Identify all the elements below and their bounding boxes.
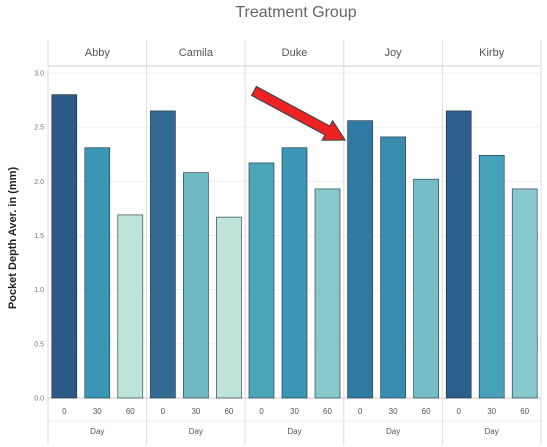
panel-header-camila: Camila — [179, 47, 214, 59]
y-tick-label: 1.5 — [34, 233, 44, 240]
x-tick-label: 60 — [323, 407, 332, 416]
panel-header-kirby: Kirby — [479, 47, 505, 59]
bar-kirby-day-60 — [511, 188, 538, 399]
x-tick-label: 60 — [520, 407, 529, 416]
bar-kirby-day-30 — [478, 155, 505, 399]
panel-header-duke: Duke — [282, 47, 308, 59]
bar-joy-day-30 — [380, 136, 406, 399]
x-axis-label: Day — [485, 427, 499, 436]
x-tick-label: 0 — [62, 407, 67, 416]
y-axis-label: Pocket Depth Aver. in (mm) — [7, 167, 19, 310]
bar-abby-day-60 — [117, 214, 144, 399]
red-arrow — [250, 85, 347, 141]
bar-abby-day-30 — [84, 147, 111, 399]
panel-header-joy: Joy — [385, 47, 403, 59]
panel-header-abby: Abby — [85, 47, 111, 59]
bar-duke-day-0 — [248, 162, 275, 399]
y-tick-label: 0.5 — [34, 341, 44, 348]
bar-camila-day-0 — [150, 110, 176, 399]
y-tick-label: 3.0 — [34, 71, 44, 78]
x-axis-label: Day — [386, 427, 400, 436]
x-axis-label: Day — [287, 427, 301, 436]
x-tick-label: 60 — [422, 407, 431, 416]
y-tick-label: 1.0 — [34, 287, 44, 294]
x-tick-label: 30 — [487, 407, 496, 416]
bar-abby-day-0 — [51, 94, 78, 399]
annotation-arrow — [250, 85, 347, 141]
x-tick-label: 0 — [161, 407, 166, 416]
bar-joy-day-60 — [413, 178, 439, 399]
bar-duke-day-60 — [314, 188, 341, 399]
bar-camila-day-60 — [216, 216, 242, 399]
bar-kirby-day-0 — [445, 110, 472, 399]
x-tick-label: 30 — [191, 407, 200, 416]
bar-camila-day-30 — [183, 172, 209, 399]
x-tick-label: 0 — [456, 407, 461, 416]
x-tick-label: 30 — [389, 407, 398, 416]
x-tick-label: 30 — [93, 407, 102, 416]
chart-title: Treatment Group — [235, 4, 356, 21]
x-axis-ticks: 0 30 60 0 30 60 0 30 60 0 30 60 0 30 60 — [62, 407, 530, 416]
y-tick-label: 2.5 — [34, 125, 44, 132]
y-tick-label: 2.0 — [34, 179, 44, 186]
bar-duke-day-30 — [281, 147, 308, 399]
panel-headers: Abby Camila Duke Joy Kirby — [85, 47, 505, 59]
y-axis-ticks: 3.0 2.5 2.0 1.5 1.0 0.5 0.0 — [34, 71, 44, 403]
bars — [51, 94, 538, 399]
x-axis-label: Day — [90, 427, 104, 436]
x-tick-label: 60 — [126, 407, 135, 416]
x-tick-label: 30 — [290, 407, 299, 416]
bar-joy-day-0 — [347, 120, 373, 399]
x-tick-label: 0 — [358, 407, 363, 416]
x-axis-label: Day — [189, 427, 203, 436]
x-tick-label: 60 — [224, 407, 233, 416]
x-axis-labels: Day Day Day Day Day — [90, 427, 499, 436]
x-tick-label: 0 — [259, 407, 264, 416]
y-tick-label: 0.0 — [34, 396, 44, 403]
